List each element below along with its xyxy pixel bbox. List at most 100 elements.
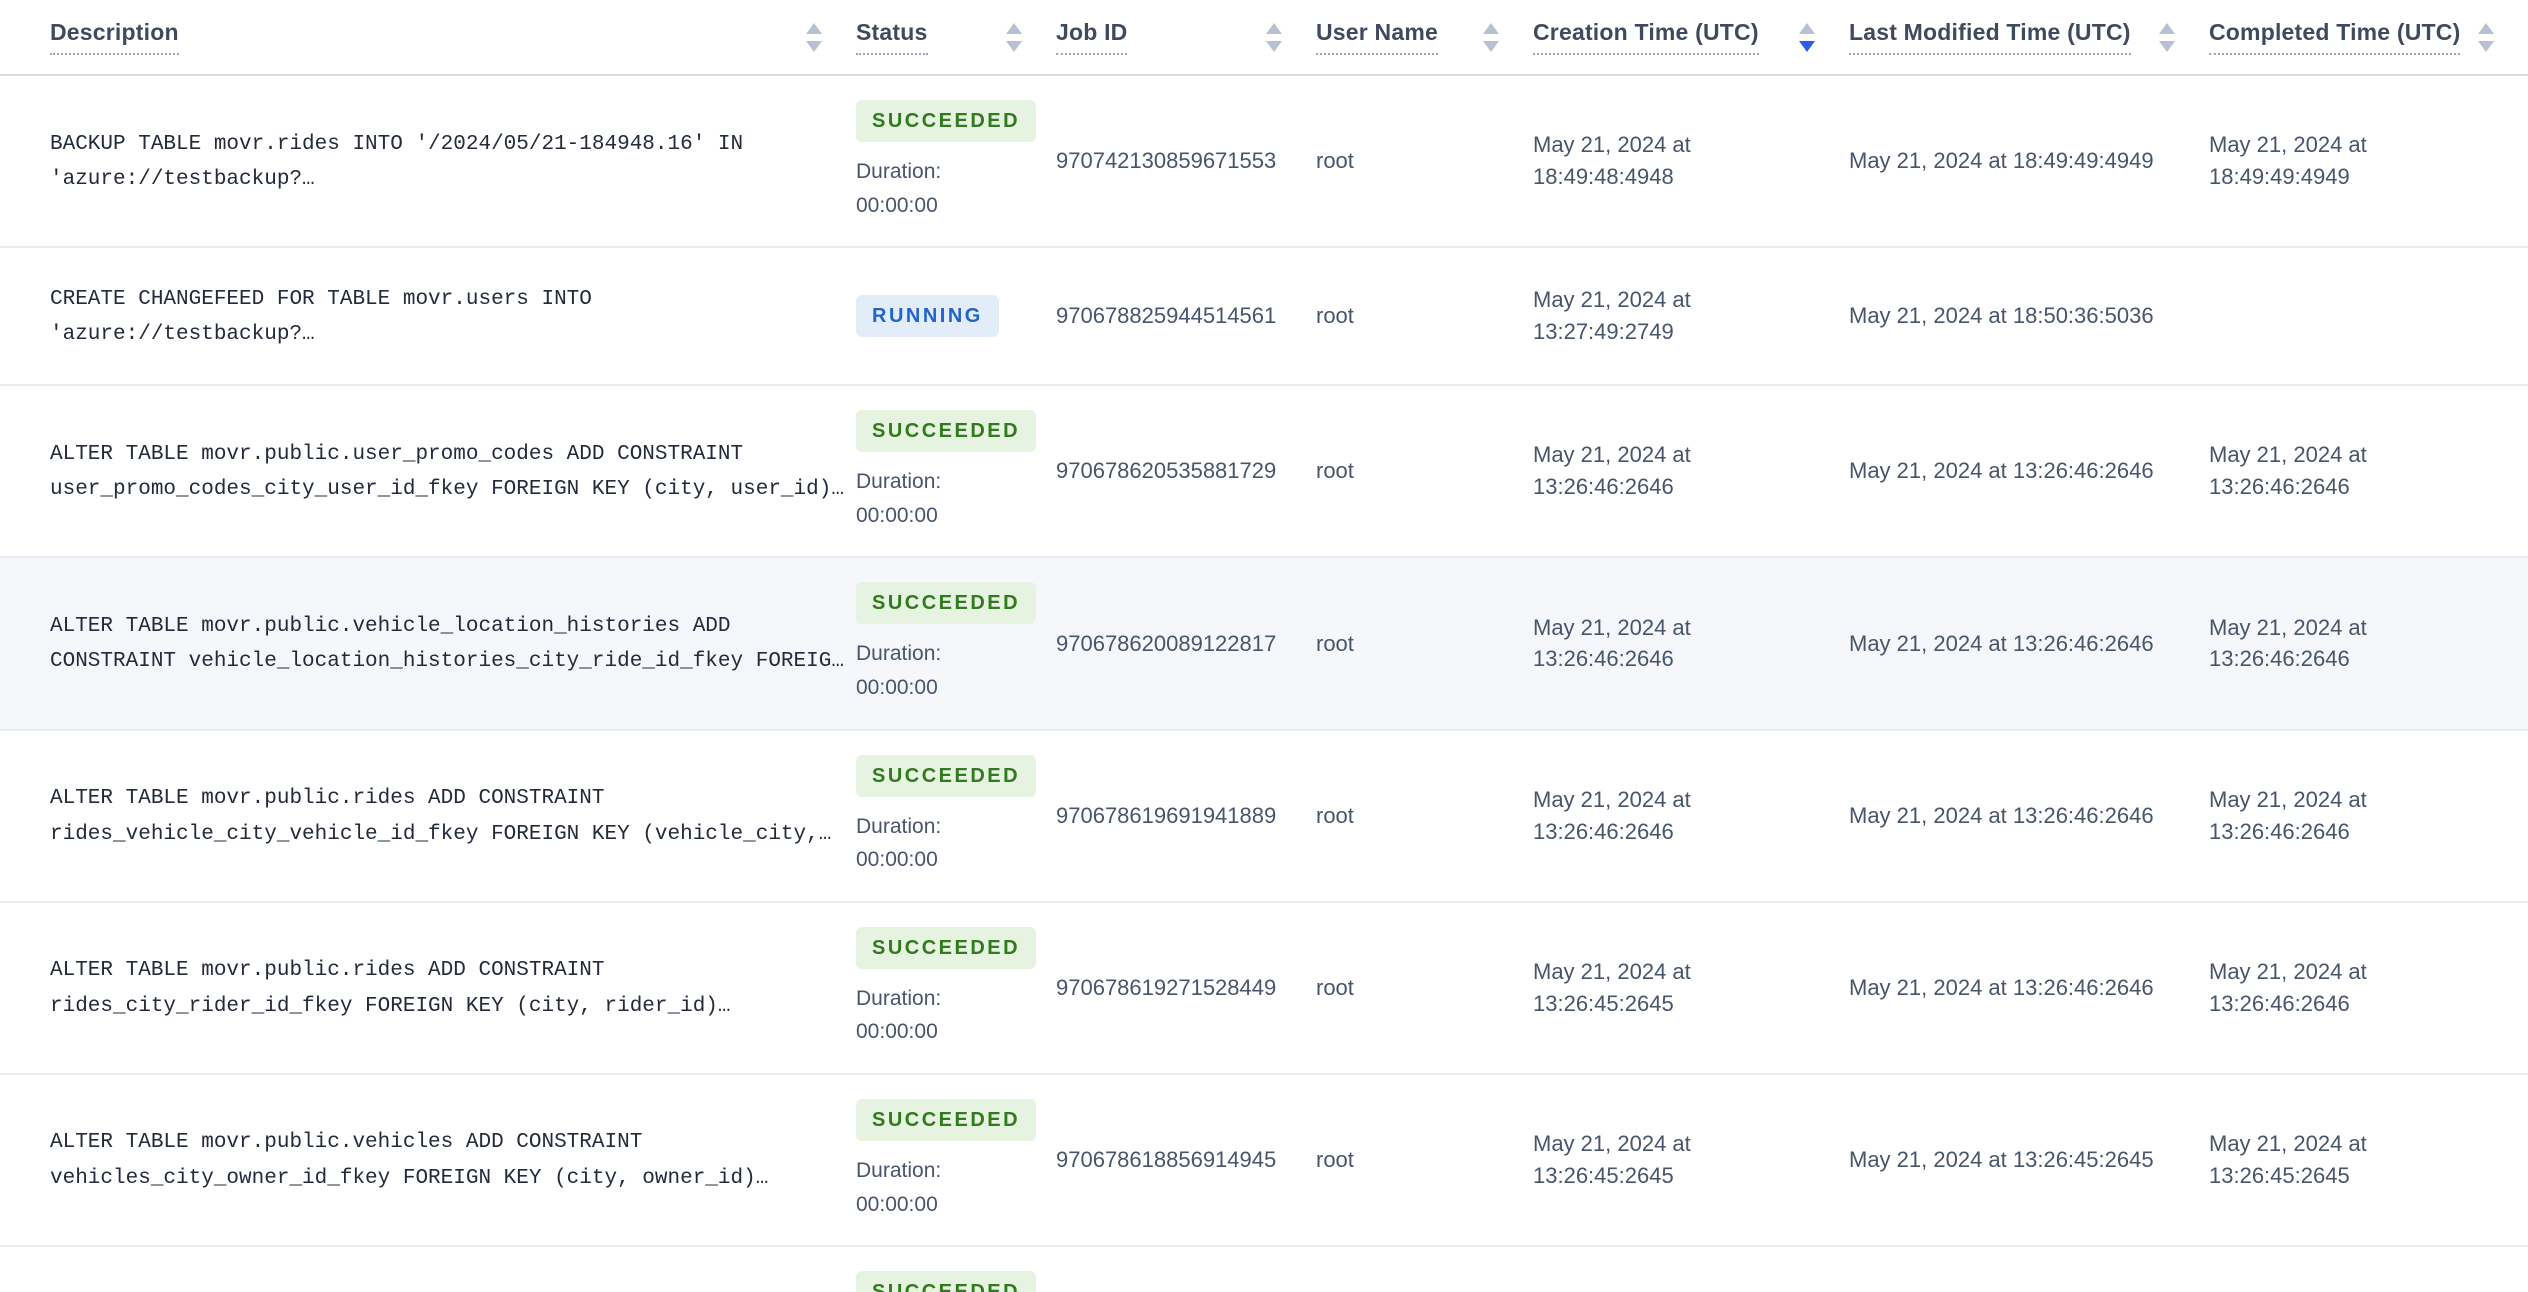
job-status-cell: SUCCEEDED Duration: 00:00:00 <box>856 1075 1056 1245</box>
last-modified-time-cell: May 21, 2024 at 13:26:45:2645 <box>1849 1147 2154 1173</box>
column-header-label: Last Modified Time (UTC) <box>1849 19 2131 56</box>
job-duration: Duration: 00:00:00 <box>856 1154 1026 1221</box>
completed-time-cell <box>2209 292 2528 340</box>
last-modified-time-cell: May 21, 2024 at 18:49:49:4949 <box>1849 148 2154 174</box>
column-header-description[interactable]: Description <box>0 0 856 74</box>
column-header-label: Completed Time (UTC) <box>2209 19 2461 56</box>
job-duration: Duration: 00:00:00 <box>856 465 1026 532</box>
duration-label: Duration: <box>856 160 942 183</box>
job-id-cell: 970678618856914945 <box>1056 1147 1277 1173</box>
job-status-cell: SUCCEEDED Duration: 00:00:00 <box>856 386 1056 556</box>
sort-arrows-icon[interactable] <box>1483 22 1499 52</box>
job-description-link[interactable]: CREATE CHANGEFEED FOR TABLE movr.users I… <box>50 287 592 347</box>
job-description-cell: ALTER TABLE movr.public.user_promo_codes… <box>0 412 856 531</box>
job-description-link[interactable]: ALTER TABLE movr.public.vehicle_location… <box>50 614 844 674</box>
user-name-cell: root <box>1316 802 1354 828</box>
job-id-cell: 970678825944514561 <box>1056 303 1277 329</box>
job-description-link[interactable]: BACKUP TABLE movr.rides INTO '/2024/05/2… <box>50 132 744 192</box>
job-description-link[interactable]: ALTER TABLE movr.public.user_promo_codes… <box>50 442 844 502</box>
job-description-cell: ALTER TABLE movr.public.vehicle_location… <box>0 584 856 703</box>
table-row: CREATE CHANGEFEED FOR TABLE movr.users I… <box>0 248 2528 387</box>
sort-asc-icon <box>806 22 822 34</box>
status-badge: SUCCEEDED <box>856 100 1037 142</box>
user-name-cell: root <box>1316 630 1354 656</box>
job-description-cell: ALTER TABLE movr.public.rides ADD CONSTR… <box>0 928 856 1047</box>
last-modified-time-cell: May 21, 2024 at 13:26:46:2646 <box>1849 630 2154 656</box>
job-id-cell: 970678620089122817 <box>1056 630 1277 656</box>
duration-label: Duration: <box>856 986 942 1010</box>
sort-desc-icon <box>1483 40 1499 52</box>
table-row: ALTER TABLE movr.public.rides ADD CONSTR… <box>0 731 2528 903</box>
sort-desc-icon <box>1006 40 1022 52</box>
user-name-cell: root <box>1316 303 1354 329</box>
duration-label: Duration: <box>856 642 942 666</box>
sort-arrows-icon[interactable] <box>1799 22 1815 52</box>
status-badge: SUCCEEDED <box>856 410 1037 453</box>
creation-time-cell: May 21, 2024 at 13:26:46:2646 <box>1533 614 1691 672</box>
user-name-cell: root <box>1316 458 1354 484</box>
table-row: BACKUP TABLE movr.rides INTO '/2024/05/2… <box>0 76 2528 249</box>
jobs-table-body: BACKUP TABLE movr.rides INTO '/2024/05/2… <box>0 76 2528 1292</box>
creation-time-cell: May 21, 2024 at 18:49:48:4948 <box>1533 132 1691 190</box>
job-id-cell: 970742130859671553 <box>1056 148 1277 174</box>
user-name-cell: root <box>1316 148 1354 174</box>
job-description-link[interactable]: ALTER TABLE movr.public.rides ADD CONSTR… <box>50 787 832 846</box>
sort-asc-icon <box>2478 22 2495 34</box>
column-header-job-id[interactable]: Job ID <box>1056 0 1316 74</box>
creation-time-cell: May 21, 2024 at 13:26:45:2645 <box>1533 1131 1691 1189</box>
status-badge: RUNNING <box>856 295 999 338</box>
table-row: ALTER TABLE movr.public.rides ADD CONSTR… <box>0 903 2528 1075</box>
job-id-cell: 970678619691941889 <box>1056 802 1277 828</box>
job-description-link[interactable]: ALTER TABLE movr.public.rides ADD CONSTR… <box>50 959 731 1018</box>
job-description-cell: CREATE CHANGEFEED FOR TABLE movr.users I… <box>0 257 856 376</box>
duration-label: Duration: <box>856 1158 942 1182</box>
duration-value: 00:00:00 <box>856 193 938 217</box>
creation-time-cell: May 21, 2024 at 13:26:45:2645 <box>1533 958 1691 1016</box>
completed-time-cell: May 21, 2024 at 13:26:46:2646 <box>2209 614 2367 672</box>
column-header-label: Description <box>50 19 179 56</box>
sort-arrows-icon[interactable] <box>1006 22 1022 52</box>
last-modified-time-cell: May 21, 2024 at 13:26:46:2646 <box>1849 458 2154 484</box>
completed-time-cell: May 21, 2024 at 13:26:44:2644 <box>2209 1276 2528 1292</box>
job-duration: Duration: 00:00:00 <box>856 637 1026 704</box>
column-header-user-name[interactable]: User Name <box>1316 0 1533 74</box>
column-header-status[interactable]: Status <box>856 0 1056 74</box>
sort-arrows-icon[interactable] <box>2478 22 2495 52</box>
duration-label: Duration: <box>856 470 942 494</box>
table-row: ALTER TABLE movr.public.vehicle_location… <box>0 558 2528 731</box>
completed-time-cell: May 21, 2024 at 13:26:46:2646 <box>2209 786 2367 844</box>
last-modified-time-cell: May 21, 2024 at 18:50:36:5036 <box>1849 303 2154 329</box>
column-header-creation-time[interactable]: Creation Time (UTC) <box>1533 0 1849 74</box>
sort-asc-icon <box>2159 22 2175 34</box>
job-status-cell: SUCCEEDED Duration: 00:00:00 <box>856 76 1056 246</box>
column-header-last-modified-time[interactable]: Last Modified Time (UTC) <box>1849 0 2209 74</box>
column-header-label: Job ID <box>1056 19 1128 56</box>
duration-value: 00:00:00 <box>856 503 938 527</box>
sort-desc-icon <box>2159 40 2175 52</box>
user-name-cell: root <box>1316 1147 1354 1173</box>
column-header-completed-time[interactable]: Completed Time (UTC) <box>2209 0 2528 74</box>
table-row: IMPORT INTO movr.public.rides CSV DATA (… <box>0 1247 2528 1292</box>
last-modified-time-cell: May 21, 2024 at 13:26:46:2646 <box>1849 802 2154 828</box>
job-description-link[interactable]: ALTER TABLE movr.public.vehicles ADD CON… <box>50 1131 769 1191</box>
job-duration: Duration: 00:00:00 <box>856 982 1026 1049</box>
column-header-label: Creation Time (UTC) <box>1533 19 1759 56</box>
sort-arrows-icon[interactable] <box>1266 22 1282 52</box>
status-badge: SUCCEEDED <box>856 1271 1037 1292</box>
sort-arrows-icon[interactable] <box>806 22 822 52</box>
creation-time-cell: May 21, 2024 at 13:26:46:2646 <box>1533 786 1691 844</box>
creation-time-cell: May 21, 2024 at 13:26:43:2643 <box>1533 1276 1849 1292</box>
job-description-cell: ALTER TABLE movr.public.rides ADD CONSTR… <box>0 756 856 875</box>
job-duration: Duration: 00:00:00 <box>856 810 1026 877</box>
sort-asc-icon <box>1006 22 1022 34</box>
job-status-cell: RUNNING <box>856 271 1056 361</box>
user-name-cell: root <box>1316 974 1354 1000</box>
column-header-label: Status <box>856 19 928 56</box>
completed-time-cell: May 21, 2024 at 13:26:46:2646 <box>2209 442 2367 500</box>
completed-time-cell: May 21, 2024 at 18:49:49:4949 <box>2209 132 2367 190</box>
last-modified-time-cell: May 21, 2024 at 13:26:46:2646 <box>1849 974 2154 1000</box>
job-status-cell: SUCCEEDED Duration: 00:00:00 <box>856 903 1056 1073</box>
sort-arrows-icon[interactable] <box>2159 22 2175 52</box>
sort-asc-icon <box>1266 22 1282 34</box>
